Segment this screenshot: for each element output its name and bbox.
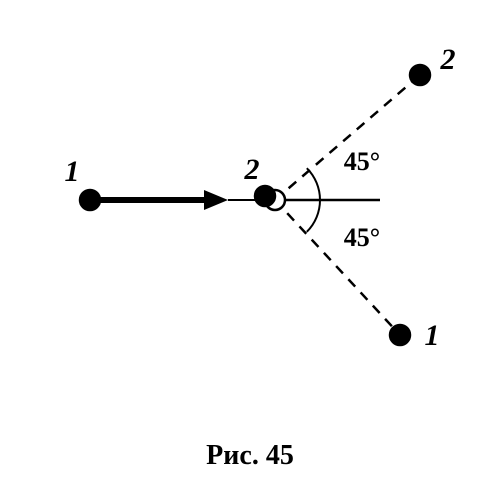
ball-2-final: [410, 65, 430, 85]
trajectory-ball2: [275, 75, 420, 200]
ball-2-initial: [255, 186, 275, 206]
label-ball-1-final: 1: [425, 319, 440, 353]
label-ball-2-initial: 2: [245, 153, 260, 187]
upper-angle-label: 45°: [344, 147, 380, 177]
ball-1-initial: [80, 190, 100, 210]
upper-angle-arc: [307, 168, 320, 200]
label-ball-2-final: 2: [441, 43, 456, 77]
figure-caption: Рис. 45: [206, 440, 294, 472]
lower-angle-label: 45°: [344, 223, 380, 253]
collision-diagram: [0, 0, 500, 500]
trajectory-ball1: [275, 200, 400, 335]
lower-angle-arc: [307, 200, 320, 232]
ball-1-final: [390, 325, 410, 345]
label-ball-1-initial: 1: [65, 155, 80, 189]
